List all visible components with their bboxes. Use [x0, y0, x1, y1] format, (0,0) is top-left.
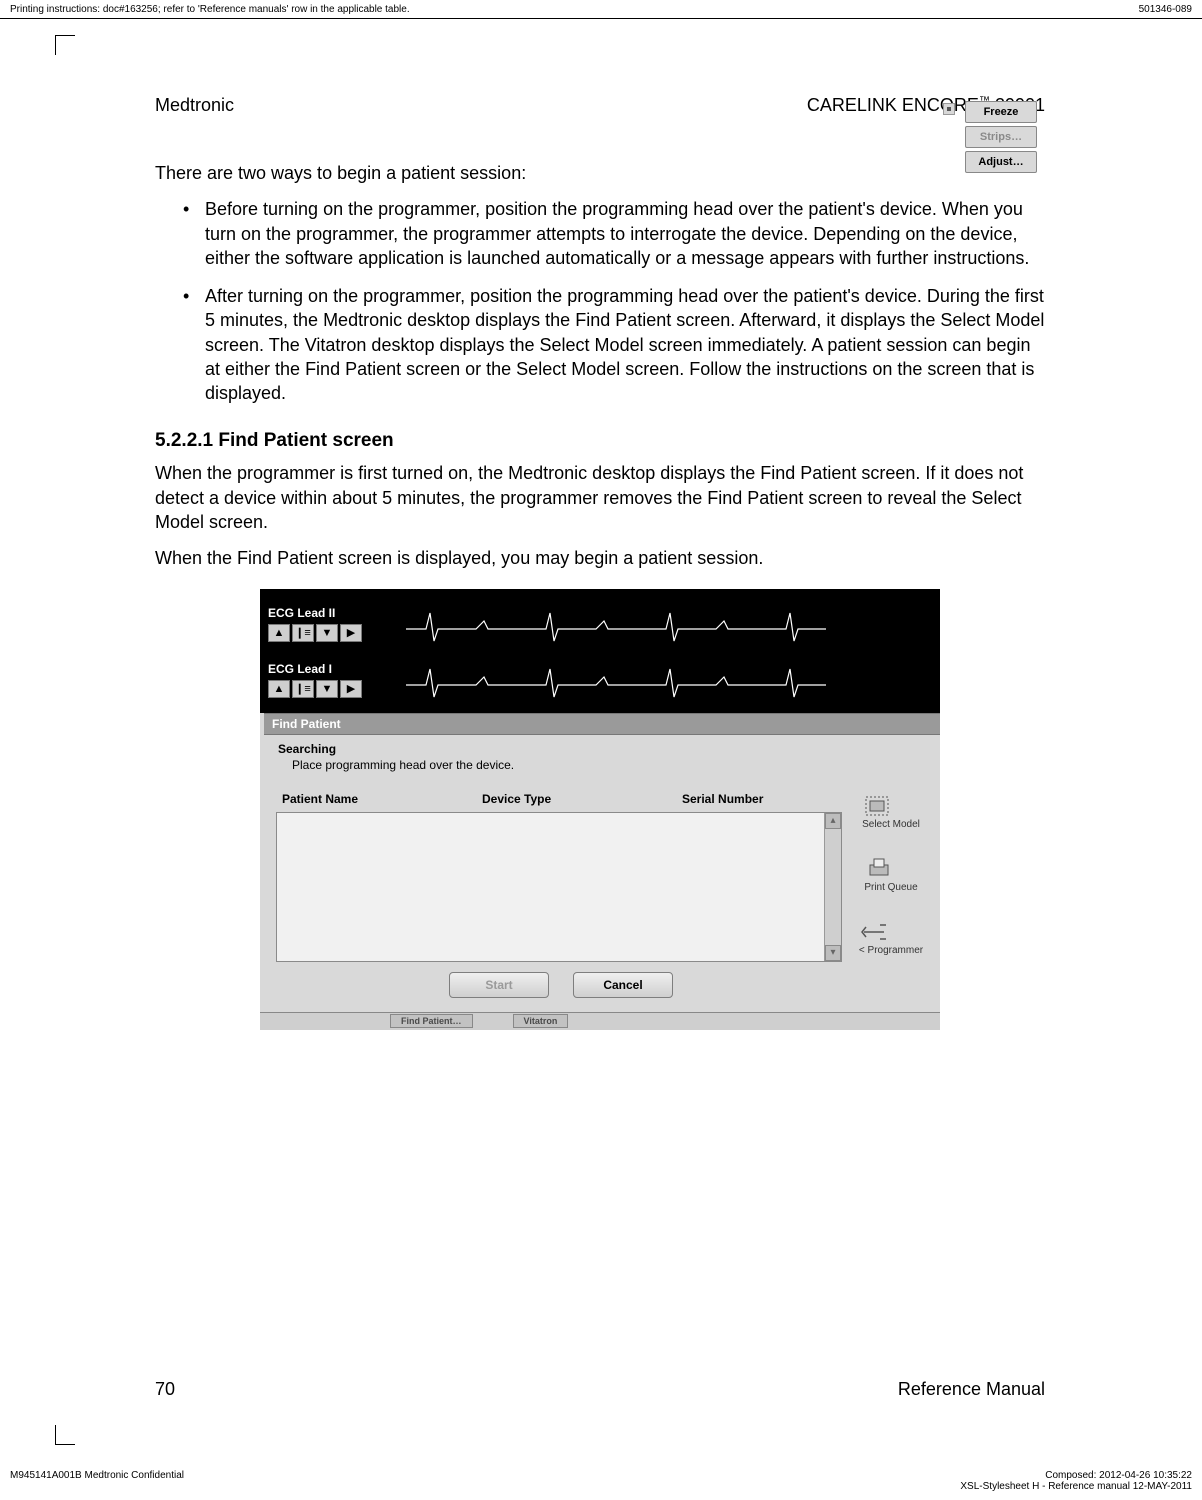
- ecg2-next-button[interactable]: ▶: [340, 680, 362, 698]
- composed-timestamp: Composed: 2012-04-26 10:35:22: [1045, 1470, 1192, 1481]
- find-patient-titlebar: Find Patient: [264, 713, 940, 735]
- print-queue-icon: [864, 856, 894, 882]
- freeze-button[interactable]: Freeze: [965, 101, 1037, 123]
- programmer-shortcut[interactable]: < Programmer: [859, 919, 923, 956]
- para-2: When the Find Patient screen is displaye…: [155, 546, 1045, 570]
- intro-text: There are two ways to begin a patient se…: [155, 161, 1045, 185]
- listbox-scrollbar[interactable]: ▴ ▾: [824, 813, 841, 961]
- scroll-down-button[interactable]: ▾: [825, 945, 841, 961]
- ecg2-up-button[interactable]: ▲: [268, 680, 290, 698]
- print-queue-shortcut[interactable]: Print Queue: [864, 856, 917, 893]
- col-device-type: Device Type: [482, 792, 682, 806]
- start-button[interactable]: Start: [449, 972, 549, 998]
- adjust-button[interactable]: Adjust…: [965, 151, 1037, 173]
- print-instructions: Printing instructions: doc#163256; refer…: [10, 4, 410, 15]
- ecg1-next-button[interactable]: ▶: [340, 624, 362, 642]
- section-heading: 5.2.2.1 Find Patient screen: [155, 428, 1045, 454]
- searching-label: Searching: [276, 739, 846, 758]
- col-serial-number: Serial Number: [682, 792, 816, 806]
- confidential-label: M945141A001B Medtronic Confidential: [10, 1470, 184, 1492]
- stylesheet-label: XSL-Stylesheet H - Reference manual 12-M…: [960, 1481, 1192, 1492]
- bullet-2: After turning on the programmer, positio…: [183, 284, 1045, 405]
- ecg2-down-button[interactable]: ▼: [316, 680, 338, 698]
- ecg2-scale-button[interactable]: ❙≡: [292, 680, 314, 698]
- cancel-button[interactable]: Cancel: [573, 972, 673, 998]
- place-head-instruction: Place programming head over the device.: [276, 758, 846, 790]
- doc-code: 501346-089: [1139, 4, 1192, 15]
- ecg-lead-i-waveform: [394, 657, 848, 703]
- window-indicator-icon: [943, 103, 955, 115]
- para-1: When the programmer is first turned on, …: [155, 461, 1045, 534]
- select-model-shortcut[interactable]: Select Model: [862, 793, 920, 830]
- taskbar-find-patient[interactable]: Find Patient…: [390, 1014, 473, 1028]
- ecg1-down-button[interactable]: ▼: [316, 624, 338, 642]
- footer-label: Reference Manual: [898, 1379, 1045, 1400]
- patient-listbox[interactable]: ▴ ▾: [276, 812, 842, 962]
- bullet-1: Before turning on the programmer, positi…: [183, 197, 1045, 270]
- programmer-icon: [859, 919, 889, 945]
- strips-button[interactable]: Strips…: [965, 126, 1037, 148]
- ecg-lead-i-label: ECG Lead I: [268, 662, 388, 676]
- ecg-lead-ii-label: ECG Lead II: [268, 606, 388, 620]
- scroll-up-button[interactable]: ▴: [825, 813, 841, 829]
- taskbar-vitatron[interactable]: Vitatron: [513, 1014, 569, 1028]
- ecg1-scale-button[interactable]: ❙≡: [292, 624, 314, 642]
- find-patient-screenshot: Freeze Strips… Adjust… ECG Lead II ▲ ❙≡ …: [260, 589, 940, 1030]
- col-patient-name: Patient Name: [282, 792, 482, 806]
- select-model-icon: [862, 793, 892, 819]
- ecg-lead-ii-waveform: [394, 601, 848, 647]
- page-number: 70: [155, 1379, 175, 1400]
- brand: Medtronic: [155, 95, 234, 116]
- ecg1-up-button[interactable]: ▲: [268, 624, 290, 642]
